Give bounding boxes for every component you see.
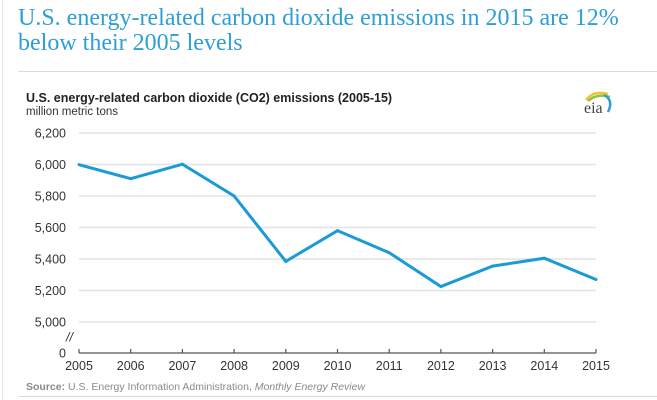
source-note: Source: U.S. Energy Information Administ… — [26, 381, 365, 393]
data-point-2005 — [77, 163, 81, 167]
gridlines — [79, 132, 596, 323]
x-tick-label: 2009 — [272, 359, 300, 373]
data-point-2015 — [594, 277, 598, 281]
eia-logo-text: eia — [584, 100, 603, 117]
data-point-2010 — [336, 229, 339, 233]
y-tick-label: 0 — [59, 347, 66, 361]
x-tick-label: 2011 — [376, 359, 403, 373]
x-tick-label: 2010 — [324, 359, 352, 373]
x-tick-label: 2005 — [65, 359, 93, 373]
y-tick-label: 5,200 — [35, 284, 66, 298]
data-point-2014 — [542, 256, 546, 260]
axis-break-mark: // — [65, 331, 74, 345]
y-tick-label: 6,000 — [35, 158, 66, 172]
page-border — [2, 0, 3, 400]
x-tick-label: 2012 — [427, 359, 455, 373]
x-axis — [78, 349, 597, 354]
chart-units: million metric tons — [26, 106, 119, 118]
y-tick-label: 5,800 — [35, 190, 66, 204]
source-publication: Monthly Energy Review — [254, 381, 366, 393]
source-text: U.S. Energy Information Administration, — [65, 381, 255, 393]
x-tick-label: 2015 — [582, 359, 610, 373]
series-line-co2 — [78, 162, 597, 289]
y-tick-label: 5,600 — [35, 221, 66, 235]
x-axis-tick-labels: 2005 2006 2007 2008 2009 2010 2011 2012 2013 2014… — [65, 359, 610, 373]
chart-title: U.S. energy-related carbon dioxide (CO2)… — [26, 91, 393, 105]
x-tick-label: 2014 — [530, 359, 558, 373]
y-axis-tick-labels: 6,200 6,000 5,800 5,600 5,400 5,200 5,000 0 — [35, 127, 66, 361]
x-tick-label: 2007 — [168, 359, 196, 373]
data-point-2011 — [387, 251, 391, 255]
data-point-2009 — [284, 259, 288, 263]
eia-logo-icon — [585, 91, 612, 113]
data-point-2013 — [491, 264, 495, 268]
data-point-2012 — [439, 285, 443, 289]
bottom-divider — [18, 396, 657, 397]
data-points — [77, 162, 598, 289]
headline: U.S. energy-related carbon dioxide emiss… — [18, 5, 619, 56]
data-point-2007 — [180, 162, 184, 166]
x-tick-label: 2008 — [220, 359, 248, 373]
x-tick-label: 2006 — [117, 359, 145, 373]
source-label: Source: — [26, 381, 66, 393]
x-tick-label: 2013 — [479, 359, 507, 373]
headline-divider — [18, 71, 657, 72]
y-tick-label: 5,400 — [35, 253, 66, 267]
data-point-2006 — [129, 177, 133, 181]
y-tick-label: 5,000 — [35, 316, 66, 330]
data-point-2008 — [232, 194, 236, 198]
y-tick-label: 6,200 — [35, 127, 66, 141]
